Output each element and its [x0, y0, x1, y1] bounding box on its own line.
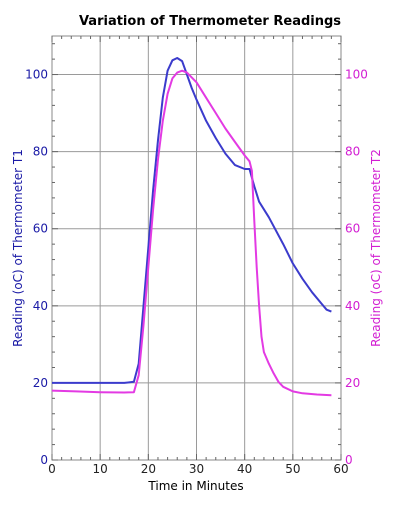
y-right-tick-label: 60 — [345, 222, 360, 236]
y-right-tick-labels: 0 20 40 60 80 100 — [345, 68, 368, 467]
y-right-tick-label: 40 — [345, 299, 360, 313]
y-right-tick-label: 80 — [345, 145, 360, 159]
y-right-tick-label: 0 — [345, 453, 353, 467]
y-right-axis-label: Reading (oC) of Thermometer T2 — [369, 149, 383, 347]
y-left-tick-label: 0 — [40, 453, 48, 467]
chart-title: Variation of Thermometer Readings — [79, 14, 341, 29]
y-left-tick-labels: 0 20 40 60 80 100 — [25, 68, 48, 467]
minor-ticks — [51, 36, 342, 461]
series-line-right — [51, 69, 332, 397]
series-line-left — [52, 57, 332, 384]
x-tick-label: 10 — [93, 462, 108, 476]
x-tick-label: 20 — [141, 462, 156, 476]
y-left-axis-label: Reading (oC) of Thermometer T1 — [11, 149, 25, 347]
y-right-tick-label: 20 — [345, 376, 360, 390]
x-tick-label: 60 — [333, 462, 348, 476]
x-tick-label: 40 — [237, 462, 252, 476]
series-lines — [51, 57, 332, 397]
x-tick-label: 0 — [48, 462, 56, 476]
y-left-tick-label: 60 — [33, 222, 48, 236]
x-axis-label: Time in Minutes — [147, 479, 243, 493]
y-left-tick-label: 80 — [33, 145, 48, 159]
y-left-tick-label: 20 — [33, 376, 48, 390]
grid-lines — [52, 36, 341, 460]
x-tick-label: 50 — [285, 462, 300, 476]
x-tick-label: 30 — [189, 462, 204, 476]
y-left-tick-label: 40 — [33, 299, 48, 313]
y-right-tick-label: 100 — [345, 68, 368, 82]
y-left-tick-label: 100 — [25, 68, 48, 82]
x-tick-labels: 0 10 20 30 40 50 60 — [48, 462, 348, 476]
